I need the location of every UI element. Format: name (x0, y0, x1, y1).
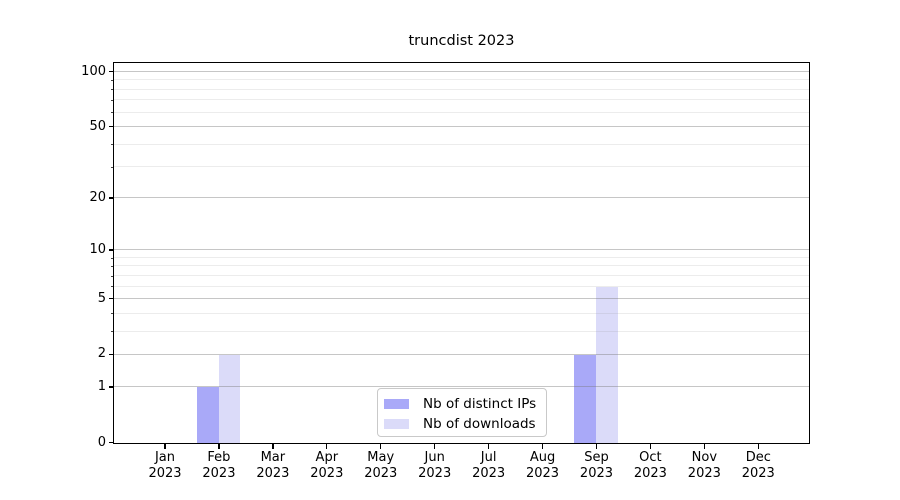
bar-distinct-ips-sep (574, 354, 597, 443)
y-tick (109, 197, 113, 199)
x-tick-label: May 2023 (364, 450, 398, 481)
x-tick-label: Jul 2023 (472, 450, 506, 481)
gridline-major (114, 298, 809, 299)
y-tick-label: 1 (97, 378, 106, 394)
x-tick (487, 444, 490, 449)
x-tick-label: Feb 2023 (202, 450, 236, 481)
bar-distinct-ips-feb (196, 387, 219, 443)
x-tick-label: Aug 2023 (525, 450, 560, 481)
gridline-minor (114, 285, 809, 287)
x-tick (380, 444, 382, 449)
y-tick-label: 0 (97, 434, 106, 450)
x-tick (164, 444, 166, 449)
x-tick-label: Jan 2023 (148, 450, 182, 481)
x-tick (703, 444, 706, 449)
y-tick-label: 2 (97, 346, 106, 362)
gridline-minor (114, 274, 809, 276)
y-minor-tick (110, 286, 113, 288)
legend-item-downloads: Nb of downloads (384, 414, 546, 434)
y-tick (109, 297, 113, 300)
gridline-minor (114, 312, 809, 314)
x-tick (433, 444, 436, 449)
x-tick (326, 444, 328, 449)
gridline-minor (114, 88, 809, 90)
legend: Nb of distinct IPs Nb of downloads (377, 388, 547, 437)
y-tick-label: 50 (89, 118, 106, 134)
gridline-major (114, 71, 809, 73)
chart-title: truncdist 2023 (408, 33, 515, 49)
y-minor-tick (110, 313, 113, 315)
y-minor-tick (110, 166, 113, 168)
y-minor-tick (110, 144, 113, 146)
x-tick-label: Sep 2023 (579, 450, 614, 481)
x-tick-label: Jun 2023 (418, 450, 452, 481)
gridline-minor (114, 143, 809, 145)
gridline-major (114, 249, 809, 251)
bar-downloads-sep (596, 286, 618, 443)
legend-swatch-downloads (384, 419, 409, 429)
y-tick (109, 442, 113, 444)
y-minor-tick (110, 80, 113, 82)
plot-area (113, 62, 810, 444)
y-tick-label: 20 (89, 189, 106, 205)
y-minor-tick (110, 266, 113, 268)
bar-downloads-feb (218, 354, 241, 443)
y-tick-label: 100 (81, 63, 106, 79)
legend-swatch-distinct-ips (384, 399, 409, 409)
x-tick (272, 444, 274, 449)
x-tick-label: Apr 2023 (310, 450, 344, 481)
y-tick (109, 353, 113, 356)
x-tick-label: Dec 2023 (741, 450, 775, 481)
y-tick (109, 125, 113, 128)
y-tick-label: 5 (97, 290, 106, 306)
gridline-major (114, 125, 809, 127)
y-minor-tick (110, 112, 113, 114)
y-tick (109, 71, 113, 73)
y-minor-tick (110, 331, 113, 333)
y-minor-tick (110, 257, 113, 259)
x-tick (757, 444, 759, 449)
x-tick-label: Mar 2023 (256, 450, 290, 481)
legend-item-distinct-ips: Nb of distinct IPs (384, 394, 546, 414)
gridline-minor (114, 99, 809, 101)
y-tick (109, 249, 113, 251)
x-tick (541, 444, 544, 449)
gridline-major (114, 197, 809, 199)
y-tick-label: 10 (89, 241, 106, 257)
y-minor-tick (110, 275, 113, 277)
x-tick-label: Oct 2023 (633, 450, 667, 481)
gridline-minor (114, 330, 809, 332)
x-tick-label: Nov 2023 (687, 450, 721, 481)
legend-label-downloads: Nb of downloads (423, 416, 536, 432)
y-tick (109, 386, 113, 388)
gridline-minor (114, 256, 809, 258)
x-tick (218, 444, 220, 449)
legend-label-distinct-ips: Nb of distinct IPs (423, 396, 537, 412)
x-tick (649, 444, 652, 449)
y-minor-tick (110, 100, 113, 102)
y-minor-tick (110, 89, 113, 91)
gridline-minor (114, 79, 809, 81)
x-tick (595, 444, 598, 449)
gridline-minor (114, 265, 809, 267)
gridline-minor (114, 166, 809, 167)
gridline-minor (114, 111, 809, 113)
